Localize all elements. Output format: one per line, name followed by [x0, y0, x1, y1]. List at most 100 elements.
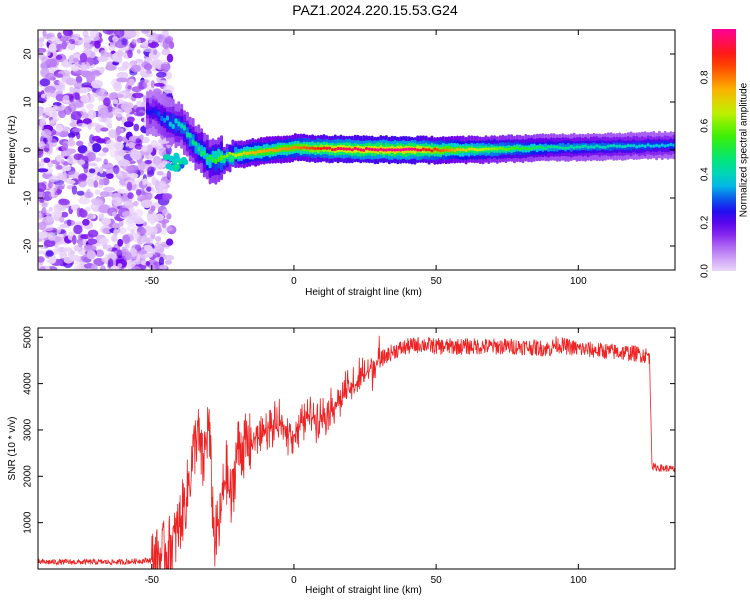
spectrogram-ridge-cell [535, 145, 539, 149]
spectrogram-ridge-cell [245, 151, 249, 156]
spectrogram-speckle [67, 139, 76, 147]
spectrogram-speckle [161, 48, 171, 56]
spectrogram-speckle [64, 165, 71, 172]
spectrogram-ridge-cell [362, 148, 366, 152]
spectrogram-ridge-cell [217, 156, 221, 162]
spectrogram-speckle [133, 219, 145, 225]
spectrogram-speckle [147, 36, 153, 44]
spectrogram-ridge-cell [592, 145, 596, 149]
spectrogram-speckle [88, 213, 94, 220]
spectrogram-speckle [90, 70, 103, 76]
spectrogram-ridge-cell [419, 148, 423, 152]
spectrogram-ridge-cell [444, 148, 448, 152]
spectrogram-speckle [60, 159, 65, 165]
spectrogram-ridge-cell [325, 146, 329, 150]
spectrogram-ridge-cell [197, 146, 201, 152]
spectrogram-speckle [55, 124, 64, 133]
spectrogram-speckle [40, 265, 46, 270]
spectrogram-speckle [54, 246, 62, 253]
spectrogram-speckle [103, 186, 116, 192]
spectrogram-speckle [91, 263, 98, 270]
spectrogram-y-tick-label: -20 [23, 238, 34, 253]
spectrogram-ridge-cell [396, 148, 400, 152]
colorbar-tick-label: 0.4 [700, 167, 711, 181]
spectrogram-speckle [53, 203, 63, 213]
spectrogram-speckle [122, 234, 130, 244]
spectrogram-ridge-cell [393, 148, 397, 152]
spectrogram-speckle [134, 143, 143, 150]
spectrogram-speckle [128, 142, 135, 149]
spectrogram-speckle [150, 205, 156, 212]
spectrogram-speckle [60, 211, 69, 218]
snr-x-tick-label: 50 [431, 575, 443, 586]
spectrogram-ridge-cell [439, 149, 442, 153]
spectrogram-ridge-cell [569, 144, 573, 149]
spectrogram-ridge-cell [467, 147, 471, 151]
spectrogram-ridge-cell [171, 123, 175, 130]
spectrogram-speckle [144, 245, 153, 253]
spectrogram-speckle [166, 53, 174, 63]
spectrogram-ridge-cell [373, 148, 377, 152]
spectrogram-speckle [76, 140, 84, 147]
spectrogram-speckle [140, 199, 153, 208]
spectrogram-y-tick-label: 0 [23, 147, 34, 153]
spectrogram-speckle [155, 236, 162, 242]
spectrogram-speckle [118, 219, 124, 227]
spectrogram-ridge-cell [248, 151, 252, 155]
spectrogram-speckle [57, 80, 67, 85]
spectrogram-speckle [61, 40, 67, 50]
spectrogram-speckle [164, 259, 172, 265]
spectrogram-speckle [140, 228, 147, 235]
spectrogram-speckle [39, 78, 51, 87]
spectrogram-speckle [43, 239, 56, 248]
spectrogram-ridge-cell [635, 145, 639, 149]
spectrogram-speckle [96, 138, 106, 144]
spectrogram-speckle [117, 149, 127, 157]
spectrogram-speckle [155, 261, 160, 270]
spectrogram-speckle [73, 153, 82, 160]
spectrogram-speckle [38, 212, 42, 219]
spectrogram-speckle [70, 250, 76, 256]
spectrogram-speckle [104, 117, 112, 127]
spectrogram-speckle [43, 147, 50, 152]
spectrogram-ridge-cell [237, 153, 241, 157]
spectrogram-ridge-cell [646, 143, 650, 147]
spectrogram-speckle [117, 227, 127, 235]
spectrogram-ridge-cell [652, 144, 656, 148]
spectrogram-speckle [161, 194, 172, 201]
spectrogram-ridge-cell [589, 145, 593, 149]
spectrogram-speckle [68, 38, 76, 45]
spectrogram-ridge-cell [305, 146, 309, 150]
spectrogram-speckle [114, 108, 124, 118]
spectrogram-speckle [38, 182, 47, 192]
spectrogram-ridge-cell [547, 145, 550, 149]
spectrogram-ridge-cell [501, 147, 505, 151]
snr-y-tick-label: 4000 [23, 372, 34, 395]
spectrogram-ridge-cell [399, 148, 403, 152]
spectrogram-speckle [79, 209, 88, 218]
spectrogram-speckle [61, 61, 73, 68]
spectrogram-ridge-cell [299, 146, 303, 150]
spectrogram-ridge-cell [507, 147, 511, 151]
spectrogram-speckle [111, 211, 117, 217]
spectrogram-speckle [151, 59, 163, 69]
spectrogram-speckle [71, 185, 78, 195]
spectrogram-speckle [108, 129, 117, 139]
spectrogram-ridge-cell [342, 147, 346, 151]
spectrogram-speckle [136, 49, 141, 54]
spectrogram-speckle [164, 37, 172, 45]
spectrogram-ridge-cell [259, 150, 263, 154]
spectrogram-speckle [87, 238, 98, 245]
spectrogram-ridge-cell [188, 132, 192, 138]
snr-plot [38, 335, 675, 569]
snr-y-tick-label: 2000 [23, 465, 34, 488]
spectrogram-ridge-cell [336, 146, 340, 151]
spectrogram-y-tick-label: 20 [23, 48, 34, 60]
spectrogram-ridge-cell [328, 146, 332, 150]
spectrogram-speckle [83, 244, 93, 250]
spectrogram-ridge-cell [649, 144, 653, 148]
colorbar-tick-label: 0.2 [700, 215, 711, 229]
spectrogram-speckle [75, 259, 85, 267]
spectrogram-ridge-cell [643, 144, 647, 148]
spectrogram-speckle [41, 207, 47, 217]
